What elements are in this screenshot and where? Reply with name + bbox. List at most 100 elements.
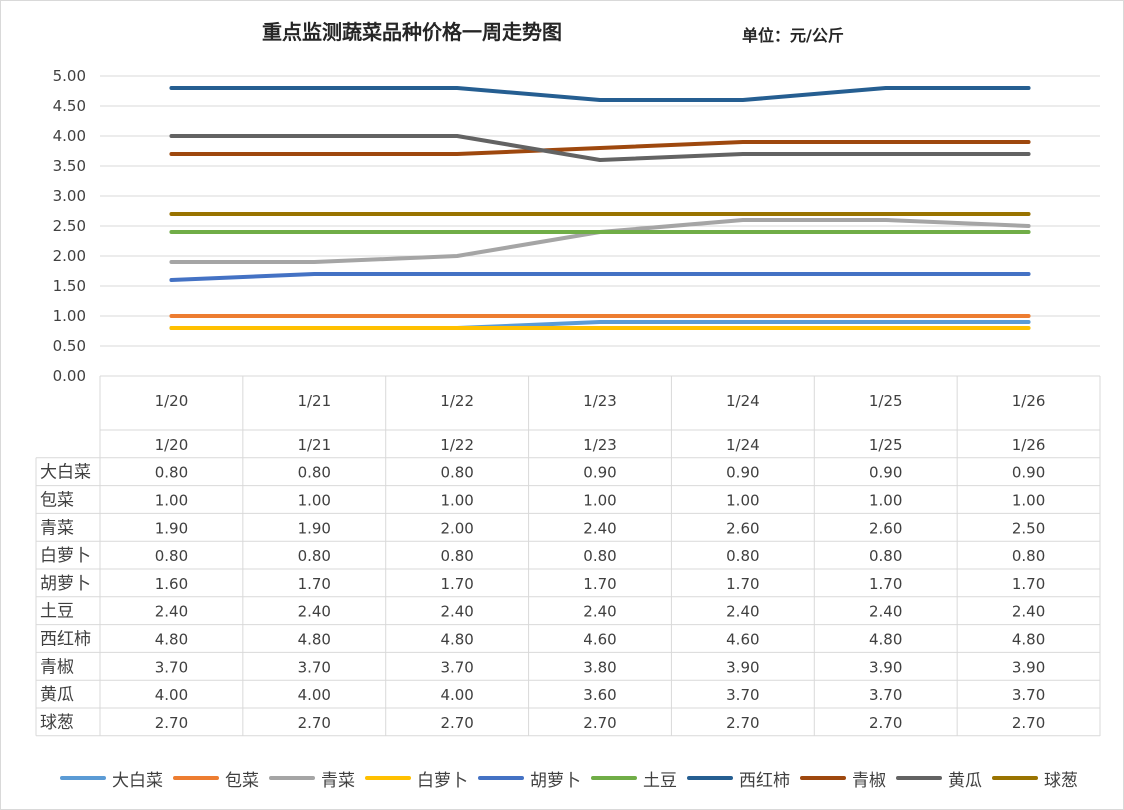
legend-swatch	[478, 776, 524, 780]
table-cell: 3.90	[869, 658, 902, 676]
legend-swatch	[687, 776, 733, 780]
table-cell: 0.80	[298, 464, 331, 482]
table-cell: 3.90	[1012, 658, 1045, 676]
table-cell: 1.90	[298, 519, 331, 537]
x-axis-ticks: 1/20 1/21 1/22 1/23 1/24 1/25 1/26	[155, 392, 1046, 410]
table-header-cell: 1/24	[726, 436, 760, 454]
legend-item: 青菜	[269, 766, 355, 791]
table-cell: 2.70	[298, 714, 331, 732]
table-cell: 2.50	[1012, 519, 1045, 537]
table-cell: 2.70	[440, 714, 473, 732]
table-header-cell: 1/25	[869, 436, 903, 454]
legend-item: 黄瓜	[896, 766, 982, 791]
y-tick-label: 4.00	[53, 127, 86, 145]
series-line	[169, 134, 1031, 162]
table-cell: 3.70	[869, 686, 902, 704]
table-cell: 1.00	[155, 492, 188, 510]
table-row-label: 白萝卜	[40, 546, 91, 566]
legend-label: 胡萝卜	[530, 770, 581, 791]
y-tick-label: 4.50	[53, 97, 86, 115]
series-line	[169, 86, 1031, 102]
x-tick-label: 1/23	[583, 392, 617, 410]
table-cell: 2.70	[726, 714, 759, 732]
table-cell: 1.00	[440, 492, 473, 510]
table-cell: 3.70	[726, 686, 759, 704]
legend-item: 青椒	[800, 766, 886, 791]
table-header-cell: 1/23	[583, 436, 617, 454]
legend-swatch	[60, 776, 106, 780]
table-cell: 1.70	[583, 575, 616, 593]
table-cell: 2.40	[440, 603, 473, 621]
legend-swatch	[800, 776, 846, 780]
y-tick-label: 1.50	[53, 277, 86, 295]
table-cell: 2.40	[155, 603, 188, 621]
y-tick-label: 2.50	[53, 217, 86, 235]
x-tick-label: 1/22	[440, 392, 474, 410]
table-cell: 0.90	[1012, 464, 1045, 482]
x-tick-label: 1/25	[869, 392, 903, 410]
table-cell: 4.80	[298, 631, 331, 649]
table-cell: 4.80	[155, 631, 188, 649]
table-cell: 3.80	[583, 658, 616, 676]
table-row-label: 球葱	[40, 713, 74, 733]
table-cell: 4.00	[298, 686, 331, 704]
data-table: 1/20 1/21 1/22 1/23 1/24 1/25 1/26 大白菜 0.80 0.80 0…	[40, 436, 1045, 733]
table-cell: 1.60	[155, 575, 188, 593]
table-cell: 0.80	[155, 464, 188, 482]
table-row-label: 大白菜	[40, 463, 91, 483]
legend-label: 大白菜	[112, 770, 163, 791]
legend-label: 球葱	[1044, 770, 1078, 791]
table-row-label: 胡萝卜	[40, 574, 91, 594]
legend-swatch	[896, 776, 942, 780]
table-cell: 3.60	[583, 686, 616, 704]
table-cell: 1.00	[726, 492, 759, 510]
y-tick-label: 2.00	[53, 247, 86, 265]
table-cell: 1.90	[155, 519, 188, 537]
table-row-label: 青菜	[40, 518, 74, 538]
table-cell: 0.80	[155, 547, 188, 565]
table-cell: 2.40	[726, 603, 759, 621]
line-chart: 0.00 0.50 1.00 1.50 2.00 2.50 3.00 3.50 4.00 4.50…	[35, 67, 1101, 737]
table-cell: 1.00	[298, 492, 331, 510]
table-row-label: 包菜	[40, 491, 74, 511]
legend-swatch	[591, 776, 637, 780]
x-tick-label: 1/20	[155, 392, 189, 410]
legend: 大白菜 包菜 青菜 白萝卜 胡萝卜 土豆 西红柿 青椒 黄瓜 球葱	[60, 764, 1078, 792]
table-cell: 2.40	[298, 603, 331, 621]
y-tick-label: 3.50	[53, 157, 86, 175]
table-header-cell: 1/22	[440, 436, 474, 454]
y-tick-label: 0.50	[53, 337, 86, 355]
table-cell: 0.90	[726, 464, 759, 482]
table-cell: 2.70	[869, 714, 902, 732]
table-cell: 1.00	[583, 492, 616, 510]
table-header-cell: 1/20	[155, 436, 189, 454]
table-cell: 1.70	[298, 575, 331, 593]
legend-item: 包菜	[173, 766, 259, 791]
legend-label: 包菜	[225, 770, 259, 791]
x-tick-label: 1/21	[297, 392, 331, 410]
table-cell: 4.60	[726, 631, 759, 649]
table-cell: 4.60	[583, 631, 616, 649]
series-line	[169, 140, 1031, 156]
table-cell: 1.70	[869, 575, 902, 593]
chart-unit: 单位：元/公斤	[742, 26, 844, 45]
table-cell: 2.00	[440, 519, 473, 537]
table-cell: 2.40	[583, 519, 616, 537]
table-cell: 4.80	[869, 631, 902, 649]
y-tick-label: 5.00	[53, 67, 86, 85]
table-cell: 0.80	[1012, 547, 1045, 565]
table-cell: 0.80	[298, 547, 331, 565]
table-cell: 0.90	[869, 464, 902, 482]
series-line	[169, 272, 1031, 282]
legend-swatch	[992, 776, 1038, 780]
table-cell: 4.80	[1012, 631, 1045, 649]
y-tick-label: 3.00	[53, 187, 86, 205]
table-cell: 2.70	[1012, 714, 1045, 732]
table-cell: 2.40	[583, 603, 616, 621]
legend-label: 西红柿	[739, 770, 790, 791]
table-cell: 1.70	[440, 575, 473, 593]
legend-label: 青菜	[321, 770, 355, 791]
table-cell: 0.80	[440, 464, 473, 482]
legend-item: 大白菜	[60, 766, 163, 791]
table-cell: 4.00	[155, 686, 188, 704]
